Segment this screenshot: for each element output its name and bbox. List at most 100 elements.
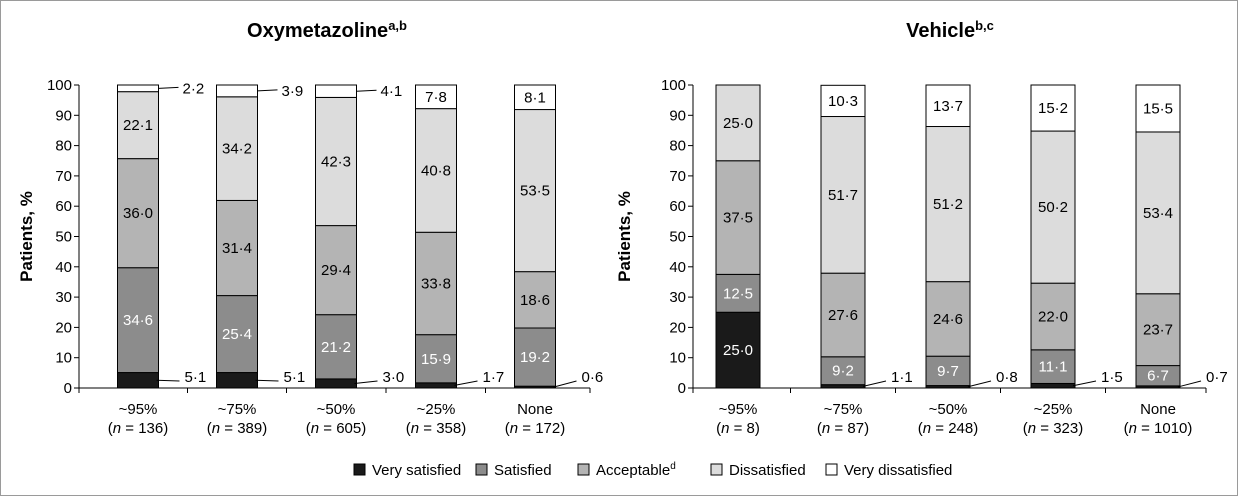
paren-close: ) — [262, 420, 267, 437]
data-label: 0·7 — [1206, 369, 1228, 386]
bar-segment — [1030, 130, 1076, 284]
data-label: 27·6 — [828, 307, 858, 324]
paren-open: ( — [306, 420, 311, 437]
legend-item: Acceptabled — [596, 461, 676, 479]
data-label: 3·0 — [383, 369, 405, 386]
x-category-n: (n = 1010) — [1124, 420, 1193, 437]
n-value: 605 — [336, 420, 361, 437]
bar-segment — [216, 84, 258, 98]
bar-segment — [925, 355, 971, 387]
n-symbol: n — [510, 420, 518, 437]
paren-open: ( — [1124, 420, 1129, 437]
y-tick-label: 50 — [669, 229, 686, 246]
bar-stack: 0·6 19·2 18·6 53·5 8·1 — [514, 84, 603, 389]
equals: = — [1036, 420, 1053, 437]
leader-line — [1072, 380, 1097, 387]
bar-segment — [117, 372, 159, 389]
data-label: 40·8 — [421, 162, 451, 179]
bar-segment — [925, 84, 971, 128]
leader-line — [356, 89, 377, 92]
n-symbol: n — [311, 420, 319, 437]
n-symbol: n — [212, 420, 220, 437]
leader-line — [1177, 380, 1202, 388]
bar-segment — [715, 273, 761, 313]
data-label: 19·2 — [520, 349, 550, 366]
data-label: 18·6 — [520, 292, 550, 309]
n-value: 8 — [747, 420, 755, 437]
leader-line — [158, 86, 179, 89]
data-label: 9·2 — [832, 363, 854, 380]
x-category-n: (n = 8) — [716, 420, 760, 437]
equals: = — [830, 420, 847, 437]
chart-panel-1: Oxymetazolinea,b Patients, % 0 10 20 30 40 50 60… — [17, 18, 603, 437]
data-label: 9·7 — [937, 363, 959, 380]
y-tick-label: 30 — [669, 289, 686, 306]
chart-title-text: Vehicle — [906, 20, 975, 42]
bar-segment — [117, 84, 159, 93]
data-label: 51·7 — [828, 187, 858, 204]
bar-stack: 5·1 34·6 36·0 22·1 2·2 — [117, 80, 206, 389]
x-category-label: None — [1140, 401, 1176, 418]
equals: = — [220, 420, 237, 437]
bar-stack: 1·1 9·2 27·6 51·7 10·3 — [820, 84, 913, 389]
bar-segment — [315, 84, 357, 98]
data-label: 10·3 — [828, 93, 858, 110]
legend-swatch — [710, 463, 723, 476]
bar-stack: 1·7 15·9 33·8 40·8 7·8 — [415, 84, 505, 389]
y-tick-label: 0 — [64, 380, 72, 397]
bar-segment — [315, 96, 357, 227]
x-category-n: (n = 323) — [1023, 420, 1083, 437]
data-label: 42·3 — [321, 154, 351, 171]
data-label: 1·7 — [483, 369, 505, 386]
chart-title-superscript: b,c — [975, 18, 994, 33]
data-label: 21·2 — [321, 339, 351, 356]
paren-close: ) — [560, 420, 565, 437]
leader-line — [156, 379, 180, 382]
y-tick-label: 50 — [55, 229, 72, 246]
chart-title-text: Oxymetazoline — [247, 20, 388, 42]
equals: = — [419, 420, 436, 437]
bar-segment — [820, 356, 866, 386]
bar-segment — [117, 267, 159, 374]
n-symbol: n — [1028, 420, 1036, 437]
equals: = — [518, 420, 535, 437]
n-symbol: n — [822, 420, 830, 437]
leader-line — [354, 380, 378, 384]
data-label: 2·2 — [183, 80, 205, 97]
n-value: 136 — [138, 420, 163, 437]
x-category-n: (n = 389) — [207, 420, 267, 437]
legend-label: Satisfied — [494, 462, 552, 479]
y-tick-label: 10 — [669, 350, 686, 367]
equals: = — [121, 420, 138, 437]
n-value: 87 — [847, 420, 864, 437]
bar-segment — [820, 84, 866, 118]
y-tick-label: 80 — [55, 138, 72, 155]
n-value: 1010 — [1154, 420, 1187, 437]
chart-title-superscript: a,b — [388, 18, 407, 33]
legend-superscript: d — [670, 461, 676, 472]
data-label: 53·4 — [1143, 205, 1173, 222]
legend-swatch — [577, 463, 590, 476]
data-label: 23·7 — [1143, 322, 1173, 339]
y-tick-label: 80 — [669, 138, 686, 155]
y-axis-label: Patients, % — [615, 191, 634, 282]
leader-line — [553, 380, 577, 388]
paren-close: ) — [755, 420, 760, 437]
bar-segment — [820, 116, 866, 274]
n-symbol: n — [721, 420, 729, 437]
legend-item: Very satisfied — [372, 462, 461, 479]
leader-line — [967, 380, 992, 388]
paren-open: ( — [207, 420, 212, 437]
bar-stack: 0·7 6·7 23·7 53·4 15·5 — [1135, 84, 1228, 389]
data-label: 29·4 — [321, 262, 351, 279]
data-label: 3·9 — [282, 83, 304, 100]
leader-line — [255, 379, 279, 382]
legend-label: Acceptable — [596, 462, 670, 479]
data-label: 6·7 — [1147, 368, 1169, 385]
x-category-n: (n = 358) — [406, 420, 466, 437]
bar-segment — [315, 314, 357, 380]
data-label: 15·2 — [1038, 100, 1068, 117]
bar-segment — [1030, 282, 1076, 351]
bar-segment — [925, 281, 971, 357]
bar-segment — [1135, 293, 1181, 367]
